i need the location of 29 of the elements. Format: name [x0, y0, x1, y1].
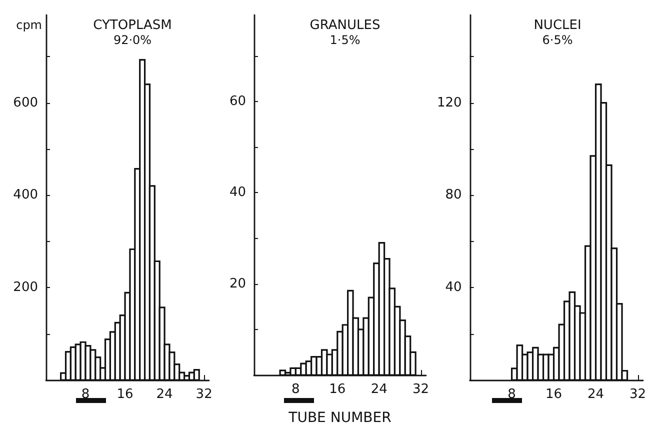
y-tick-label: 20	[229, 276, 246, 292]
text: 6·5%	[542, 33, 573, 47]
y-tick-label: 400	[13, 188, 38, 203]
x-tick-label: 16	[546, 387, 562, 402]
x-tick-label: 32	[196, 387, 212, 402]
x-axis-title: TUBE NUMBER	[288, 410, 392, 426]
y-tick-label: 200	[13, 280, 38, 296]
chart-title: NUCLEI	[534, 18, 582, 33]
x-tick-label: 16	[329, 382, 346, 397]
x-tick-label: 16	[116, 387, 134, 402]
x-tick-label: 8	[292, 382, 300, 397]
y-tick-label: 60	[229, 94, 246, 110]
x-tick-label: 32	[412, 382, 430, 397]
x-tick-label: 32	[629, 387, 646, 402]
y-tick-label: 120	[436, 95, 462, 110]
y-tick-label: 40	[229, 185, 246, 200]
x-tick-label: 8	[81, 387, 90, 402]
y-tick-label: 80	[445, 188, 462, 203]
x-tick-label: 24	[156, 387, 173, 402]
y-tick-label: 600	[13, 95, 38, 110]
y-tick-label: 40	[445, 280, 462, 296]
y-axis-title: cpm	[16, 18, 42, 32]
chart-title: CYTOPLASM	[93, 18, 172, 33]
text: 1·5%	[330, 33, 360, 47]
x-tick-label: 24	[587, 387, 604, 402]
x-tick-label: 8	[508, 387, 516, 402]
text: 92·0%	[113, 33, 152, 47]
x-tick-label: 24	[370, 382, 388, 397]
chart-title: GRANULES	[310, 18, 380, 33]
